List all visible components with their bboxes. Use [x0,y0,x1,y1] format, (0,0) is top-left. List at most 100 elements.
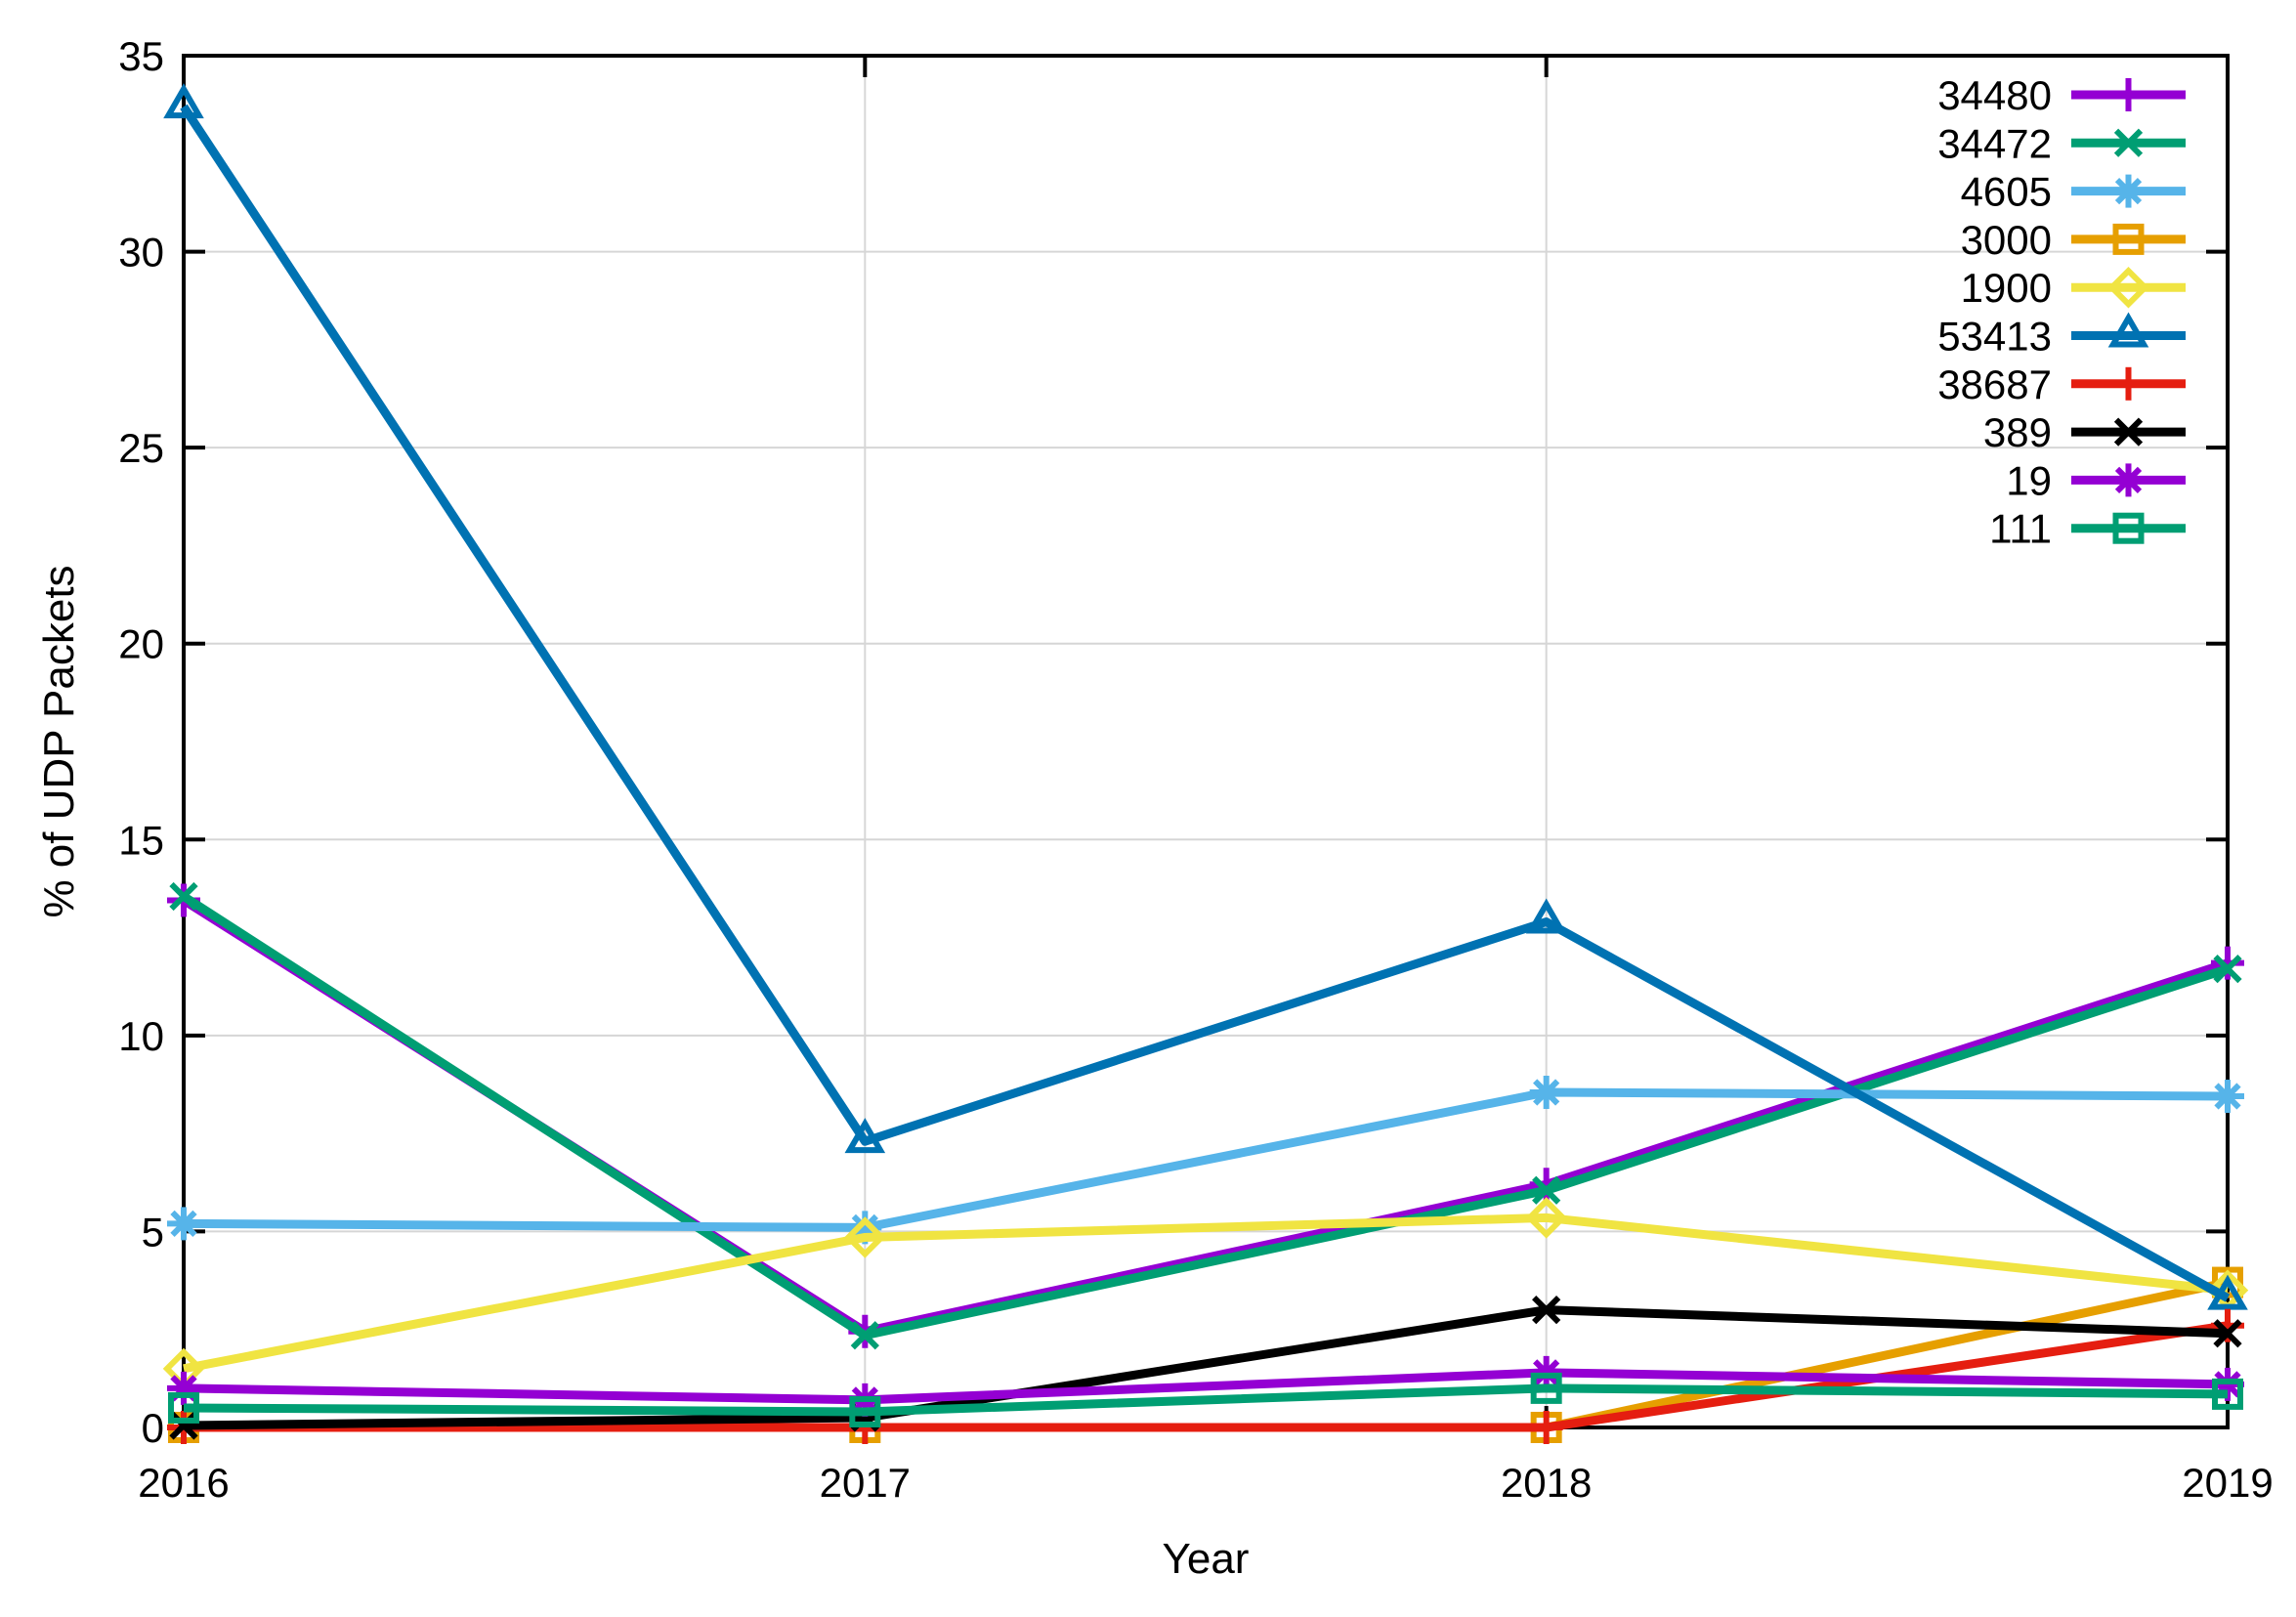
legend-item-1900: 1900 [1961,265,2186,311]
series-line-34472 [181,892,2230,1340]
series-111 [168,1372,2243,1427]
triangle-marker-shape [1525,898,1567,934]
y-tick-label-10: 10 [118,1013,164,1059]
triangle-marker-shape [844,1118,886,1154]
x-tick-label-2016: 2016 [138,1460,229,1506]
legend-label-19: 19 [2006,457,2052,503]
series-point-34472-2018 [1532,1175,1561,1205]
asterisk-marker-stroke [2214,1083,2241,1110]
series-point-111-2018 [1530,1372,1562,1404]
series-line-389 [183,1305,2229,1430]
series-point-1900-2018 [1525,1197,1567,1239]
series-point-389-2016 [169,1411,198,1440]
x-tick-label-2018: 2018 [1501,1460,1592,1506]
legend-marker-19 [2111,463,2146,497]
y-tick-label-0: 0 [142,1405,164,1451]
legend-label-1900: 1900 [1961,265,2052,311]
legend-item-34480: 34480 [1937,72,2186,118]
series-19 [167,1355,2244,1417]
square-marker-shape [2212,1378,2243,1410]
cross-marker-stroke [850,1321,879,1350]
cross-marker-stroke [2113,417,2144,447]
legend-marker-4605 [2111,174,2146,208]
cross-marker-stroke [2113,128,2144,157]
series-point-4605-2019 [2211,1080,2244,1114]
legend-marker-53413 [2107,312,2149,348]
legend-item-53413: 53413 [1937,312,2186,360]
legend-label-34480: 34480 [1937,72,2052,118]
series-point-111-2017 [849,1395,881,1427]
series-4605 [167,1076,2244,1245]
x-axis-title: Year [1163,1535,1250,1583]
asterisk-marker-stroke [2114,177,2143,205]
legend-marker-34480 [2111,78,2146,111]
series-point-34480-2019 [2211,946,2244,980]
y-tick-label-5: 5 [142,1209,164,1255]
series-line-1900 [183,1213,2229,1374]
diamond-marker-shape [2107,266,2149,309]
series-point-38687-2018 [1529,1411,1563,1444]
y-tick-label-25: 25 [118,425,164,471]
cross-marker-stroke [1532,1296,1561,1325]
cross-marker-stroke [169,881,198,912]
legend-marker-111 [2112,512,2145,544]
legend-item-111: 111 [1989,506,2186,552]
asterisk-marker-stroke [1533,1079,1560,1106]
legend-label-53413: 53413 [1937,314,2052,360]
cross-marker-stroke [2213,1319,2242,1348]
legend-label-389: 389 [1983,409,2052,455]
legend-label-38687: 38687 [1937,362,2052,407]
series-line-4605 [183,1087,2229,1232]
series-point-19-2018 [1529,1355,1563,1389]
series-layer [162,83,2249,1444]
y-axis-title: % of UDP Packets [35,565,83,917]
legend-marker-38687 [2111,366,2146,401]
series-point-53413-2017 [844,1118,886,1154]
cross-marker-stroke [2213,955,2242,984]
asterisk-marker-stroke [1533,1359,1560,1386]
series-point-34472-2017 [850,1321,879,1350]
y-tick-label-35: 35 [118,33,164,79]
legend-marker-1900 [2107,266,2149,309]
x-tick-label-2017: 2017 [820,1460,911,1506]
series-point-53413-2018 [1525,898,1567,934]
y-tick-label-15: 15 [118,817,164,863]
series-53413 [163,83,2248,1310]
legend-label-111: 111 [1989,506,2052,552]
series-point-34472-2019 [2213,955,2242,984]
square-marker-shape [1530,1372,1562,1404]
grid-layer [184,56,2228,1427]
cross-marker-stroke [169,1411,198,1440]
series-point-53413-2019 [2207,1274,2248,1310]
legend-item-3000: 3000 [1961,217,2186,263]
asterisk-marker-stroke [2114,466,2143,494]
cross-marker-stroke [1532,1175,1561,1205]
tick-label-layer: 0 5 10 15 20 25 30 35 2016 2017 2018 2019 [118,33,2273,1506]
legend-item-34472: 34472 [1937,120,2186,166]
series-point-389-2018 [1532,1296,1561,1325]
series-34480 [167,883,2244,1348]
square-marker-shape [2112,512,2145,544]
x-tick-label-2019: 2019 [2182,1460,2273,1506]
asterisk-marker-stroke [170,1210,197,1238]
legend-marker-34472 [2113,128,2144,157]
legend-label-34472: 34472 [1937,120,2052,166]
triangle-marker-shape [163,83,204,119]
legend-item-38687: 38687 [1937,362,2186,407]
square-marker-shape [849,1395,881,1427]
series-point-389-2019 [2213,1319,2242,1348]
series-point-4605-2018 [1529,1076,1563,1110]
diamond-marker-shape [1525,1197,1567,1239]
series-point-4605-2016 [167,1207,200,1241]
square-marker-shape [2112,223,2145,255]
legend-item-4605: 4605 [1961,169,2186,215]
triangle-marker-shape [2207,1274,2248,1310]
series-line-53413 [180,104,2231,1302]
legend-marker-389 [2113,417,2144,447]
legend-label-4605: 4605 [1961,169,2052,215]
series-3000 [168,1266,2243,1443]
series-line-19 [183,1368,2229,1405]
series-point-34472-2016 [169,881,198,912]
square-marker-shape [168,1391,199,1424]
